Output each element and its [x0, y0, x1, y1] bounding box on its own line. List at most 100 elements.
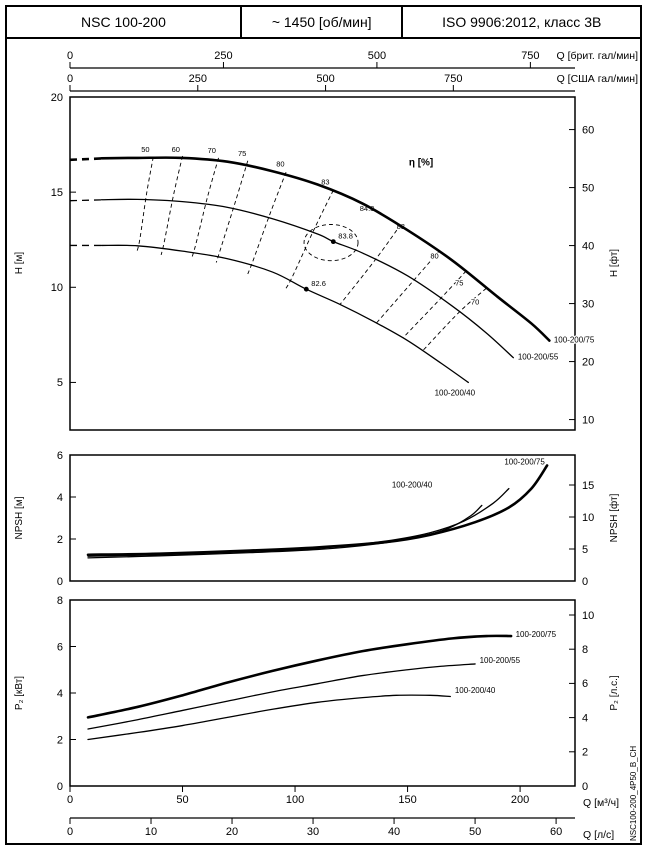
svg-text:2: 2: [57, 534, 63, 546]
header: NSC 100-200 ~ 1450 [об/мин] ISO 9906:201…: [7, 7, 640, 39]
svg-text:75: 75: [238, 149, 246, 158]
pump-model: NSC 100-200: [81, 14, 166, 30]
svg-text:20: 20: [582, 356, 594, 368]
svg-text:0: 0: [582, 576, 588, 588]
svg-text:0: 0: [67, 826, 73, 838]
svg-text:4: 4: [582, 712, 588, 724]
svg-text:100-200/55: 100-200/55: [518, 353, 559, 362]
svg-text:200: 200: [511, 794, 529, 806]
pump-speed: ~ 1450 [об/мин]: [239, 7, 404, 37]
svg-text:50: 50: [582, 182, 594, 194]
power-kw-axis-title: P₂ [кВт]: [14, 676, 25, 710]
svg-text:8: 8: [582, 644, 588, 656]
npsh-m-axis-title: NPSH [м]: [14, 496, 25, 539]
svg-text:6: 6: [582, 678, 588, 690]
svg-text:83: 83: [321, 178, 329, 187]
pump-curve-100-200/75: [86, 634, 513, 719]
svg-text:6: 6: [57, 641, 63, 653]
npsh-ft-axis-title: NPSH [фт]: [608, 493, 620, 542]
svg-text:82.6: 82.6: [311, 279, 326, 288]
svg-text:50: 50: [469, 826, 481, 838]
svg-text:40: 40: [582, 240, 594, 252]
svg-text:15: 15: [51, 187, 63, 199]
pump-curve-100-200/40: [87, 504, 483, 559]
svg-text:100-200/75: 100-200/75: [554, 335, 595, 344]
svg-text:0: 0: [582, 781, 588, 793]
curve-dashed-prefix: [69, 199, 107, 202]
svg-text:60: 60: [582, 124, 594, 136]
svg-text:70: 70: [208, 146, 216, 155]
svg-text:500: 500: [316, 73, 334, 85]
svg-text:100-200/40: 100-200/40: [455, 686, 496, 695]
efficiency-point-marker: [330, 239, 336, 245]
pump-curve-100-200/40: [87, 694, 451, 741]
svg-text:30: 30: [582, 298, 594, 310]
iso-standard: ISO 9906:2012, класс 3В: [442, 14, 602, 30]
head-m-axis-title: H [м]: [14, 252, 25, 275]
power-box: [69, 599, 576, 787]
efficiency-loop: [303, 224, 359, 262]
svg-text:2: 2: [57, 734, 63, 746]
svg-text:80: 80: [276, 159, 284, 168]
pump-curve-100-200/55: [87, 663, 476, 730]
svg-text:10: 10: [582, 414, 594, 426]
svg-text:84.3: 84.3: [360, 204, 375, 213]
svg-text:60: 60: [172, 145, 180, 154]
svg-text:250: 250: [189, 73, 207, 85]
efficiency-contour: [191, 157, 219, 259]
svg-text:20: 20: [226, 826, 238, 838]
svg-text:80: 80: [430, 252, 438, 261]
svg-text:20: 20: [51, 92, 63, 104]
npsh-box: [69, 454, 576, 582]
us-gpm-axis-title: Q [США гал/мин]: [557, 73, 638, 85]
outer-frame: NSC 100-200 ~ 1450 [об/мин] ISO 9906:201…: [5, 5, 642, 845]
ls-axis-title: Q [л/с]: [583, 829, 614, 841]
svg-text:0: 0: [57, 576, 63, 588]
svg-text:100-200/40: 100-200/40: [435, 389, 476, 398]
svg-text:50: 50: [176, 794, 188, 806]
svg-text:40: 40: [388, 826, 400, 838]
m3h-axis-title: Q [м³/ч]: [583, 797, 619, 809]
svg-text:60: 60: [550, 826, 562, 838]
svg-text:70: 70: [471, 297, 479, 306]
document-code: NSC100-200_4P50_B_CH: [629, 746, 638, 841]
svg-text:50: 50: [141, 145, 149, 154]
head-curves-box: [69, 96, 576, 431]
efficiency-contour: [135, 156, 154, 254]
svg-text:100-200/75: 100-200/75: [504, 457, 545, 466]
svg-text:100-200/40: 100-200/40: [392, 481, 433, 490]
power-hp-axis-title: P₂ [л.с.]: [609, 675, 620, 711]
svg-text:83.8: 83.8: [338, 232, 353, 241]
imp-gpm-axis-title: Q [брит. гал/мин]: [557, 50, 639, 62]
svg-text:30: 30: [307, 826, 319, 838]
svg-text:5: 5: [582, 544, 588, 556]
pump-curve-100-200/55: [87, 487, 510, 557]
svg-text:6: 6: [57, 450, 63, 462]
svg-text:100: 100: [286, 794, 304, 806]
charts-area: Q [брит. гал/мин] Q [США гал/мин] Q [м³/…: [7, 39, 640, 843]
pump-curve-100-200/75: [100, 156, 551, 342]
performance-charts: Q [брит. гал/мин] Q [США гал/мин] Q [м³/…: [14, 50, 639, 841]
svg-text:0: 0: [67, 794, 73, 806]
pump-curve-100-200/55: [100, 198, 514, 359]
efficiency-contour: [285, 190, 334, 289]
curve-dashed-prefix: [69, 156, 107, 162]
svg-text:0: 0: [57, 781, 63, 793]
svg-text:750: 750: [444, 73, 462, 85]
efficiency-contour: [247, 172, 287, 275]
svg-text:500: 500: [368, 50, 386, 62]
svg-text:100-200/55: 100-200/55: [480, 656, 521, 665]
svg-text:8: 8: [57, 595, 63, 607]
svg-text:5: 5: [57, 377, 63, 389]
svg-text:0: 0: [67, 50, 73, 62]
head-ft-axis-title: H [фт]: [608, 249, 620, 277]
svg-text:4: 4: [57, 492, 63, 504]
svg-text:150: 150: [398, 794, 416, 806]
pump-curve-100-200/40: [100, 244, 469, 384]
svg-text:15: 15: [582, 480, 594, 492]
svg-text:0: 0: [67, 73, 73, 85]
svg-text:η [%]: η [%]: [409, 158, 433, 169]
svg-text:100-200/75: 100-200/75: [516, 630, 557, 639]
efficiency-contour: [160, 155, 183, 256]
